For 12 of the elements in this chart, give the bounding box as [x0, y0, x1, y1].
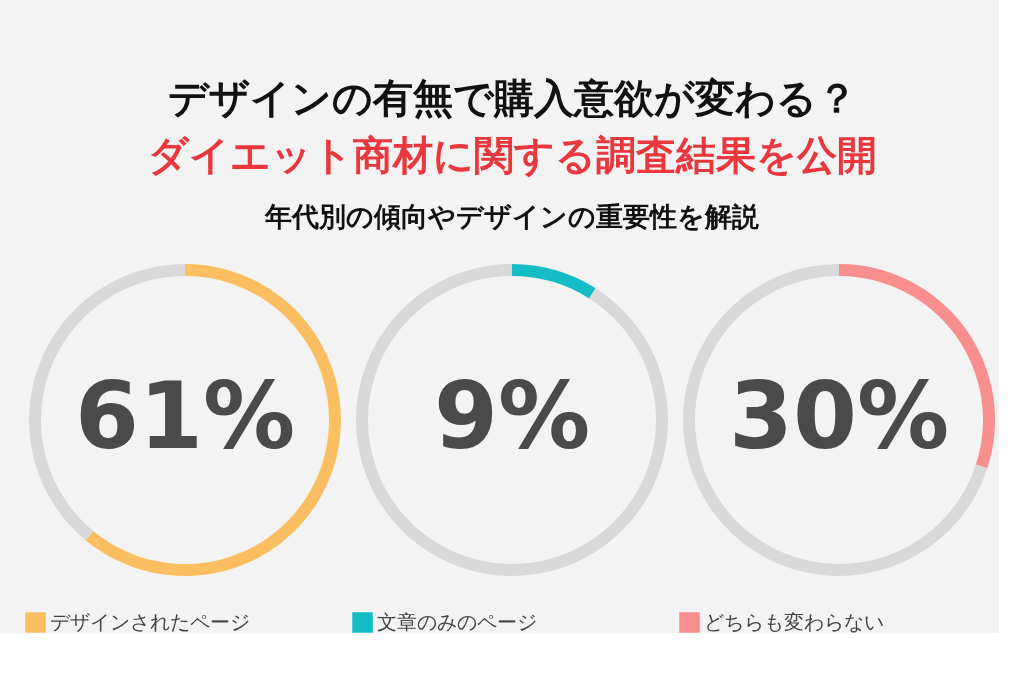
legend-label: デザインされたページ	[50, 609, 250, 634]
legend-label: どちらも変わらない	[704, 609, 884, 634]
donut-slice	[356, 264, 668, 576]
donut-slice	[683, 264, 988, 576]
data-label: 9%	[433, 363, 591, 470]
data-label: 61%	[74, 363, 296, 470]
donut-slice	[512, 264, 596, 299]
text: デザインの有無で購入意欲が変わる？	[167, 75, 857, 121]
legend-label: 文章のみのページ	[377, 609, 537, 634]
text: 年代別の傾向やデザインの重要性を解説	[264, 201, 759, 232]
text: ダイエット商材に関する調査結果を公開	[147, 132, 877, 178]
data-label: 30%	[728, 363, 950, 470]
